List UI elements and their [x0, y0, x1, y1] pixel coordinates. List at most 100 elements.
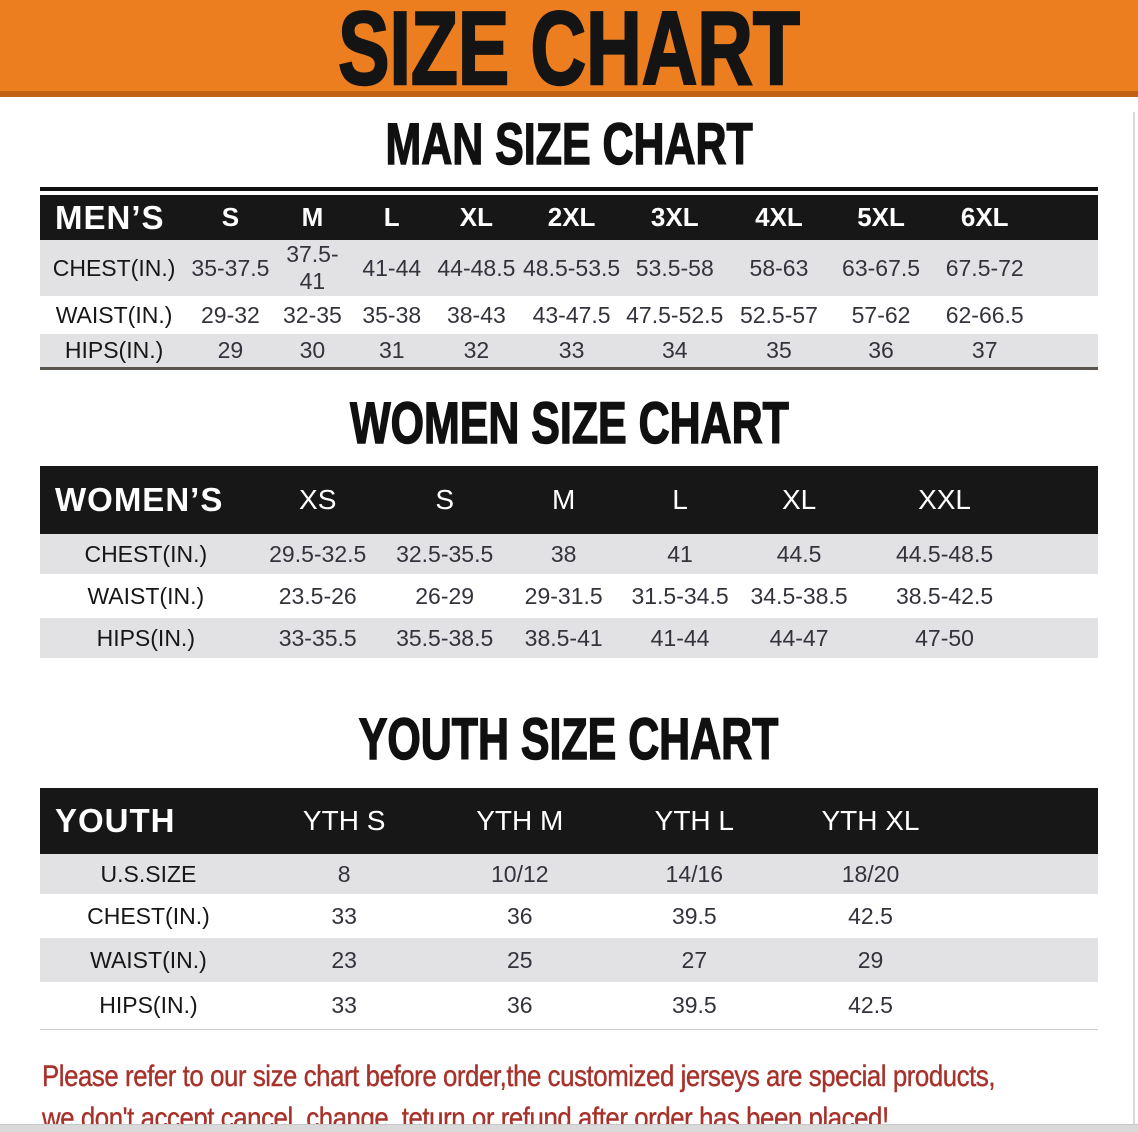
- value-cell: 29-32: [188, 296, 273, 334]
- value-cell: 42.5: [780, 982, 961, 1029]
- table-row: HIPS(IN.) 29 30 31 32 33 34 35 36 37: [40, 334, 1098, 367]
- value-cell: 33: [256, 982, 432, 1029]
- size-column-header: 2XL: [521, 195, 622, 240]
- size-column-header: L: [621, 466, 739, 534]
- measurement-label-cell: CHEST(IN.): [40, 534, 252, 574]
- size-header-row: YOUTH YTH S YTH M YTH L YTH XL: [40, 788, 1098, 854]
- value-cell: 42.5: [780, 894, 961, 938]
- table-row: HIPS(IN.) 33 36 39.5 42.5: [40, 982, 1098, 1029]
- youth-section-heading: YOUTH SIZE CHART: [0, 707, 1138, 772]
- youth-size-section: YOUTH SIZE CHART YOUTH YTH S YTH M YTH L YTH…: [0, 707, 1138, 1030]
- value-cell: 35.5-38.5: [383, 618, 506, 658]
- value-cell: 58-63: [727, 240, 831, 296]
- value-cell: 34: [621, 334, 728, 367]
- value-cell: 29: [188, 334, 273, 367]
- men-section-heading: MAN SIZE CHART: [0, 112, 1138, 177]
- spacer-cell: [1037, 195, 1098, 240]
- size-header-row: MEN’S S M L XL 2XL 3XL 4XL 5XL 6XL: [40, 195, 1098, 240]
- value-cell: 26-29: [383, 574, 506, 618]
- value-cell: 63-67.5: [830, 240, 932, 296]
- value-cell: 18/20: [780, 854, 961, 894]
- value-cell: 38-43: [431, 296, 522, 334]
- value-cell: 47-50: [859, 618, 1030, 658]
- value-cell: 47.5-52.5: [621, 296, 728, 334]
- value-cell: 29-31.5: [505, 574, 622, 618]
- measurement-label-cell: WAIST(IN.): [40, 938, 257, 982]
- spacer-cell: [1037, 240, 1098, 296]
- value-cell: 38.5-41: [505, 618, 622, 658]
- banner-title: SIZE CHART: [0, 0, 1138, 107]
- size-column-header: 6XL: [931, 195, 1038, 240]
- size-column-header: XL: [431, 195, 522, 240]
- page-right-edge: [1133, 112, 1135, 1124]
- size-column-header: XL: [738, 466, 860, 534]
- value-cell: 67.5-72: [931, 240, 1038, 296]
- value-cell: 39.5: [608, 894, 781, 938]
- value-cell: 29: [780, 938, 961, 982]
- spacer-cell: [1037, 296, 1098, 334]
- women-section-heading-text: WOMEN SIZE CHART: [349, 391, 789, 456]
- spacer-cell: [960, 854, 1098, 894]
- size-column-header: YTH XL: [780, 788, 961, 854]
- size-column-header: YTH S: [256, 788, 432, 854]
- value-cell: 48.5-53.5: [521, 240, 622, 296]
- spacer-cell: [1029, 574, 1098, 618]
- disclaimer-line-1-text: Please refer to our size chart before or…: [42, 1060, 996, 1093]
- table-row: WAIST(IN.) 23.5-26 26-29 29-31.5 31.5-34.5 34…: [40, 574, 1098, 618]
- value-cell: 33: [256, 894, 432, 938]
- disclaimer-line-1: Please refer to our size chart before or…: [42, 1056, 1138, 1098]
- measurement-label-cell: CHEST(IN.): [40, 240, 189, 296]
- table-row: WAIST(IN.) 23 25 27 29: [40, 938, 1098, 982]
- size-column-header: XS: [251, 466, 384, 534]
- women-section-heading: WOMEN SIZE CHART: [0, 391, 1138, 456]
- size-column-header: XXL: [859, 466, 1030, 534]
- value-cell: 36: [431, 894, 609, 938]
- spacer-cell: [1029, 534, 1098, 574]
- value-cell: 23: [256, 938, 432, 982]
- value-cell: 8: [256, 854, 432, 894]
- youth-section-heading-text: YOUTH SIZE CHART: [359, 707, 780, 772]
- measurement-label-cell: WAIST(IN.): [40, 296, 189, 334]
- size-column-header: 3XL: [621, 195, 728, 240]
- value-cell: 33: [521, 334, 622, 367]
- page-bottom-edge: [0, 1124, 1138, 1132]
- value-cell: 14/16: [608, 854, 781, 894]
- value-cell: 38: [505, 534, 622, 574]
- spacer-cell: [960, 788, 1098, 854]
- banner-title-text: SIZE CHART: [337, 0, 801, 107]
- value-cell: 32-35: [272, 296, 353, 334]
- table-row: CHEST(IN.) 33 36 39.5 42.5: [40, 894, 1098, 938]
- men-section-heading-text: MAN SIZE CHART: [385, 112, 753, 177]
- men-size-section: MAN SIZE CHART MEN’S S M L XL 2XL 3XL 4XL 5XL 6XL…: [0, 112, 1138, 370]
- size-column-header: 5XL: [830, 195, 932, 240]
- table-title-cell: WOMEN’S: [40, 466, 252, 534]
- value-cell: 41: [621, 534, 739, 574]
- value-cell: 38.5-42.5: [859, 574, 1030, 618]
- value-cell: 30: [272, 334, 353, 367]
- value-cell: 23.5-26: [251, 574, 384, 618]
- table-title-cell: YOUTH: [40, 788, 257, 854]
- youth-size-table-wrap: YOUTH YTH S YTH M YTH L YTH XL U.S.SIZE 8 10/12…: [40, 788, 1098, 1030]
- size-chart-banner: SIZE CHART: [0, 0, 1138, 107]
- value-cell: 37.5-41: [272, 240, 353, 296]
- measurement-label-cell: HIPS(IN.): [40, 618, 252, 658]
- measurement-label-cell: U.S.SIZE: [40, 854, 257, 894]
- value-cell: 44-48.5: [431, 240, 522, 296]
- table-row: HIPS(IN.) 33-35.5 35.5-38.5 38.5-41 41-44 44-…: [40, 618, 1098, 658]
- value-cell: 39.5: [608, 982, 781, 1029]
- size-column-header: S: [188, 195, 273, 240]
- value-cell: 41-44: [352, 240, 432, 296]
- measurement-label-cell: CHEST(IN.): [40, 894, 257, 938]
- value-cell: 27: [608, 938, 781, 982]
- spacer-cell: [960, 894, 1098, 938]
- value-cell: 35-37.5: [188, 240, 273, 296]
- value-cell: 32: [431, 334, 522, 367]
- value-cell: 44.5: [738, 534, 860, 574]
- value-cell: 44.5-48.5: [859, 534, 1030, 574]
- size-column-header: M: [505, 466, 622, 534]
- spacer-cell: [960, 938, 1098, 982]
- size-column-header: YTH L: [608, 788, 781, 854]
- women-size-section: WOMEN SIZE CHART WOMEN’S XS S M L XL XXL CHEST(…: [0, 391, 1138, 658]
- value-cell: 33-35.5: [251, 618, 384, 658]
